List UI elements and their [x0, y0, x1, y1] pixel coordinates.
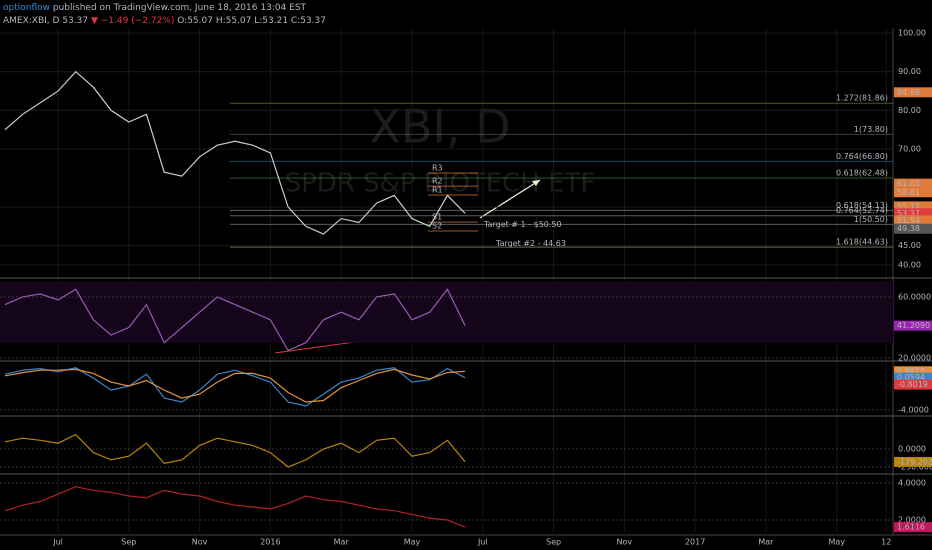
x-tick-label: Mar — [758, 538, 774, 547]
series-line — [4, 368, 466, 403]
fib-label: 1(50.50) — [854, 215, 888, 224]
y-tick-label: 2.0000 — [898, 515, 926, 524]
last: 53.37 — [62, 16, 88, 26]
price-badge-label: 0.8613 — [897, 367, 925, 376]
change: ▼ −1.49 (−2.72%) — [91, 16, 174, 26]
x-tick-label: May — [828, 538, 845, 547]
published: published on TradingView.com, June 18, 2… — [53, 3, 307, 13]
series-line — [4, 486, 466, 528]
price-badge-label: -179.2020 — [897, 457, 932, 466]
price-badge-label: 0.0594 — [897, 373, 925, 382]
price-badge — [894, 215, 932, 226]
symbol-line: AMEX:XBI, D 53.37 ▼ −1.49 (−2.72%) O:55.… — [3, 16, 326, 26]
y-tick-label: 100.00 — [898, 29, 926, 38]
y-tick-label: 4.0000 — [898, 479, 926, 488]
x-tick-label: Sep — [546, 538, 561, 547]
header: optionflow published on TradingView.com,… — [3, 3, 307, 13]
price-badge-label: 84.68 — [897, 88, 920, 97]
series-line — [4, 288, 466, 352]
x-tick-label: Jul — [52, 538, 63, 547]
price-badge-label: 1.6116 — [897, 523, 925, 532]
watermark-symbol: XBI, D — [369, 100, 510, 154]
price-badge — [894, 379, 932, 390]
arrow-head — [532, 180, 540, 186]
y-tick-label: 80.00 — [898, 106, 921, 115]
y-tick-label: -250.0000 — [898, 463, 932, 472]
y-tick-label: 40.00 — [898, 260, 921, 269]
series-line — [4, 70, 466, 235]
price-badge-label: 58.81 — [897, 188, 920, 197]
pivot-label: S1 — [432, 213, 442, 222]
price-badge — [894, 208, 932, 219]
fib-label: 1.272(81.86) — [836, 94, 888, 103]
fib-label: 1.618(44.63) — [836, 238, 888, 247]
pivot-label: R1 — [432, 186, 443, 195]
price-badge — [894, 320, 932, 331]
price-badge — [894, 187, 932, 198]
price-badge — [894, 456, 932, 467]
projection-arrow — [479, 179, 541, 219]
price-badge-label: -0.8019 — [897, 380, 928, 389]
fib-label: 0.764(52.74) — [836, 206, 888, 215]
y-tick-label: 0.0000 — [898, 445, 926, 454]
ohlc: O:55.07 H:55.07 L:53.21 C:53.37 — [177, 16, 326, 26]
price-badge — [894, 522, 932, 533]
fib-label: 0.764(66.80) — [836, 152, 888, 161]
price-badge — [894, 201, 932, 212]
price-badge — [894, 372, 932, 383]
x-tick-label: Nov — [192, 538, 208, 547]
x-tick-label: May — [404, 538, 421, 547]
target-label: Target #2 - 44.63 — [495, 239, 566, 248]
symbol: AMEX:XBI, D — [3, 16, 60, 26]
y-tick-label: 60.0000 — [898, 292, 931, 301]
series-line — [4, 433, 466, 468]
pivot-label: S2 — [432, 221, 442, 230]
y-tick-label: -4.0000 — [898, 406, 929, 415]
fib-label: 0.618(54.13) — [836, 201, 888, 210]
rsi-band — [0, 281, 893, 343]
y-tick-label: 70.00 — [898, 145, 921, 154]
price-badge-label: 51.54 — [897, 216, 920, 225]
x-tick-label: 2017 — [685, 538, 705, 547]
author: optionflow — [3, 3, 50, 13]
fib-label: 1(73.80) — [854, 125, 888, 134]
x-tick-label: Jul — [477, 538, 488, 547]
x-tick-label: Mar — [334, 538, 350, 547]
pivot-label: R3 — [432, 163, 443, 172]
price-badge — [894, 223, 932, 234]
y-tick-label: 45.00 — [898, 241, 921, 250]
x-tick-label: Sep — [121, 538, 136, 547]
target-label: Target # 1 - $50.50 — [483, 220, 562, 229]
price-badge — [894, 87, 932, 98]
x-tick-label: Nov — [617, 538, 633, 547]
watermark-description: SPDR S&P BIOTECH ETF — [285, 169, 596, 199]
price-badge-label: 49.38 — [897, 224, 920, 233]
price-badge — [894, 178, 932, 189]
fib-label: 0.618(62.48) — [836, 169, 888, 178]
y-tick-label: 20.0000 — [898, 354, 931, 363]
y-tick-label: 90.00 — [898, 67, 921, 76]
price-badge-label: 41.2090 — [897, 321, 930, 330]
x-tick-label: 12 — [881, 538, 891, 547]
price-badge-label: 53.37 — [897, 209, 920, 218]
x-tick-label: 2016 — [260, 538, 280, 547]
price-badge-label: 55.17 — [897, 202, 920, 211]
price-badge-label: 61.05 — [897, 179, 920, 188]
price-badge — [894, 366, 932, 377]
pivot-label: R2 — [432, 177, 443, 186]
